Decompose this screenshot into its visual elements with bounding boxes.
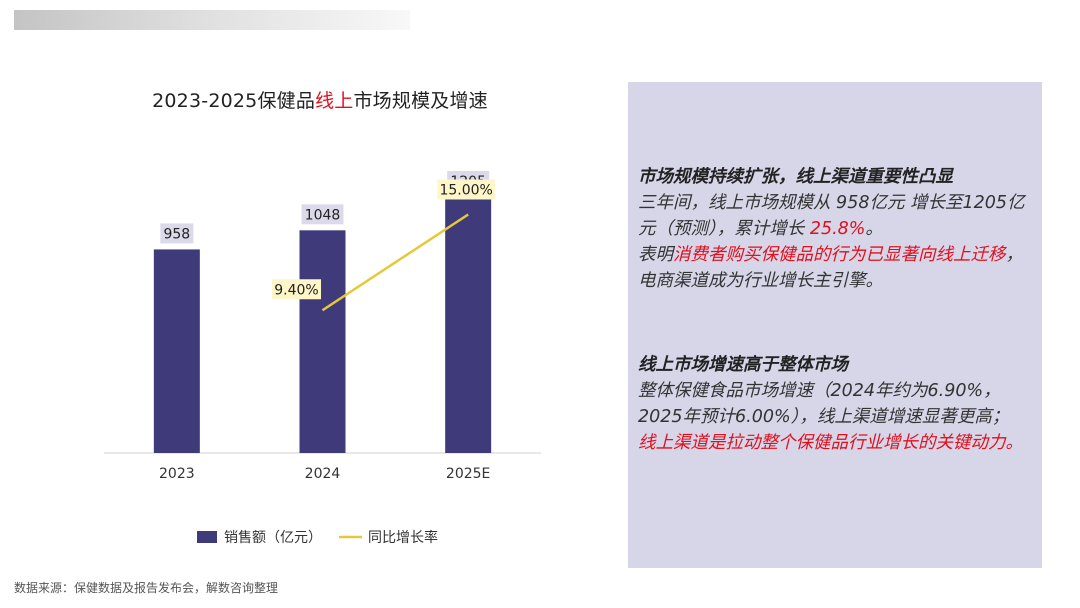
x-tick-label-2024: 2024 — [305, 466, 341, 482]
bar-value-label-2024: 1048 — [305, 207, 341, 223]
bar-2025E — [445, 196, 492, 453]
insight-text-1a: 三年间，线上市场规模从 958亿元 增长至1205亿元（预测），累计增长 — [638, 193, 1025, 239]
bar-2024 — [299, 230, 346, 453]
header-decoration-bar — [14, 10, 410, 30]
growth-rate-line — [321, 213, 469, 312]
line-label-box-2025E — [437, 179, 495, 200]
insight-highlight-growth: 25.8% — [809, 219, 866, 239]
combo-bar-line-chart: 95820231048202412052025E9.40%15.00%销售额（亿… — [104, 170, 541, 546]
insight-highlight-migration: 消费者购买保健品的行为已显著向线上迁移 — [673, 245, 1006, 265]
insight-paragraph-3: 整体保健食品市场增速（2024年约为6.90%，2025年预计6.00%），线上… — [638, 381, 1010, 427]
bar-2023 — [153, 249, 200, 453]
insight-heading-1: 市场规模持续扩张，线上渠道重要性凸显 — [638, 167, 953, 187]
line-value-label-2025E: 15.00% — [439, 183, 492, 199]
chart-title-suffix: 市场规模及增速 — [353, 90, 488, 112]
insight-heading-2: 线上市场增速高于整体市场 — [638, 355, 848, 375]
bar-label-box-2024 — [301, 204, 344, 225]
insight-panel — [628, 82, 1042, 568]
chart-title-prefix: 2023-2025保健品 — [152, 90, 316, 112]
x-tick-label-2023: 2023 — [159, 466, 195, 482]
chart-title: 2023-2025保健品线上市场规模及增速 — [0, 86, 640, 113]
insight-text-1f: ，电商渠道成为行业增长主引擎。 — [638, 245, 1023, 291]
line-value-label-2024: 9.40% — [274, 282, 318, 298]
insight-text: 市场规模持续扩张，线上渠道重要性凸显 三年间，线上市场规模从 958亿元 增长至… — [638, 164, 1038, 456]
insight-text-1d: 表明 — [638, 245, 673, 265]
source-note: 数据来源：保健数据及报告发布会，解数咨询整理 — [14, 581, 279, 595]
insight-highlight-driver: 线上渠道是拉动整个保健品行业增长的关键动力。 — [638, 433, 1023, 453]
insight-paragraph-2: 表明消费者购买保健品的行为已显著向线上迁移，电商渠道成为行业增长主引擎。 — [638, 242, 1038, 294]
legend-swatch-bar — [197, 531, 217, 543]
bar-label-box-2023 — [160, 223, 194, 244]
legend-label-bar: 销售额（亿元） — [224, 530, 322, 546]
chart-title-highlight: 线上 — [315, 90, 354, 112]
insight-text-1c: 。 — [865, 219, 883, 239]
x-tick-label-2025E: 2025E — [446, 466, 490, 482]
insight-paragraph-1: 三年间，线上市场规模从 958亿元 增长至1205亿元（预测），累计增长 25.… — [638, 190, 1038, 242]
bar-value-label-2023: 958 — [163, 226, 190, 242]
legend-label-line: 同比增长率 — [368, 529, 438, 546]
line-label-box-2024 — [272, 279, 321, 300]
